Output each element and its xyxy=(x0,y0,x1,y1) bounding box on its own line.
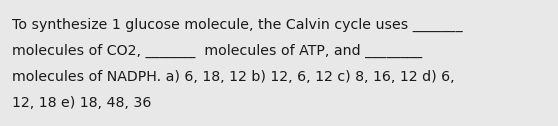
Text: 12, 18 e) 18, 48, 36: 12, 18 e) 18, 48, 36 xyxy=(12,96,151,110)
Text: molecules of CO2, _______  molecules of ATP, and ________: molecules of CO2, _______ molecules of A… xyxy=(12,44,422,58)
Text: To synthesize 1 glucose molecule, the Calvin cycle uses _______: To synthesize 1 glucose molecule, the Ca… xyxy=(12,18,463,32)
Text: molecules of NADPH. a) 6, 18, 12 b) 12, 6, 12 c) 8, 16, 12 d) 6,: molecules of NADPH. a) 6, 18, 12 b) 12, … xyxy=(12,70,455,84)
